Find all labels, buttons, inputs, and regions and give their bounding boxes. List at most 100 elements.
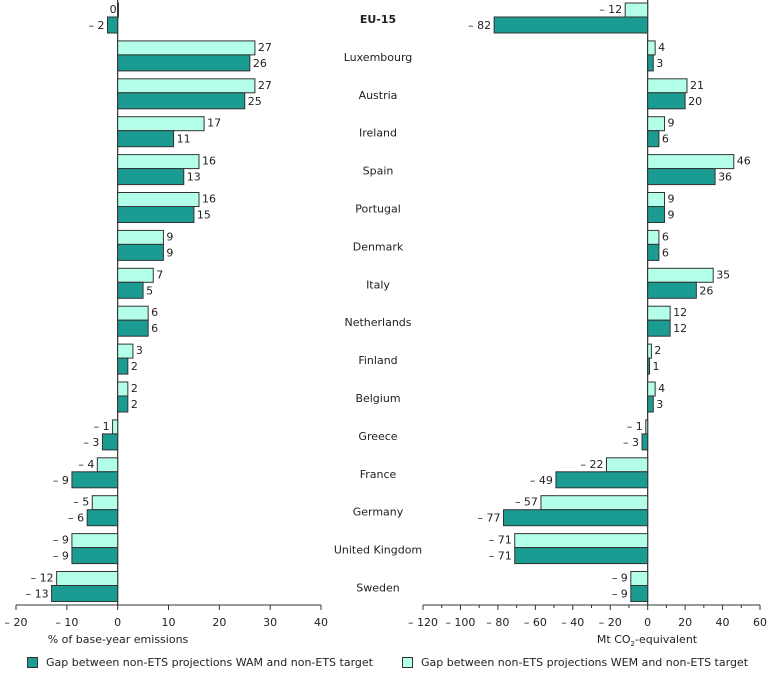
legend-item-wam: Gap between non-ETS projections WAM and … (27, 656, 373, 669)
bar-wam (117, 319, 149, 337)
category-label: Ireland (359, 127, 397, 140)
bar-wem (117, 40, 256, 56)
bar-wem (117, 229, 164, 245)
bar-wam-label: 1 (653, 360, 660, 373)
bar-wem-label: – 12 (31, 572, 54, 585)
bar-wem (56, 571, 119, 586)
bar-wam-label: 26 (699, 284, 713, 297)
bar-wem-label: 6 (662, 230, 669, 243)
bar-wam (101, 433, 119, 451)
category-label: Austria (359, 89, 398, 102)
bar-wem-label: 16 (202, 155, 216, 168)
bar-wem-label: – 4 (78, 458, 94, 471)
x-tick-label: 30 (263, 616, 277, 629)
bar-wam-label: 6 (662, 133, 669, 146)
category-label: Luxembourg (344, 51, 413, 64)
bar-wam (647, 243, 660, 261)
bar-wam-label: – 71 (489, 550, 512, 563)
bar-wam (71, 471, 119, 489)
bar-wem-label: 35 (716, 268, 730, 281)
bar-wem (647, 192, 666, 207)
bar-wam-label: – 49 (530, 474, 553, 487)
bar-wam-label: 2 (131, 398, 138, 411)
bar-wam-label: – 77 (478, 512, 501, 525)
category-label: Italy (366, 278, 390, 291)
bar-wam (117, 92, 246, 110)
bar-wem (647, 40, 656, 56)
bar-wem (117, 78, 256, 94)
bar-wam (117, 243, 164, 261)
bar-wam-label: 25 (248, 95, 262, 108)
bar-wem (91, 495, 119, 511)
x-tick-label: 20 (212, 616, 226, 629)
bar-wem (112, 419, 119, 435)
bar-wam (117, 54, 251, 72)
bar-wem-label: 2 (654, 344, 661, 357)
bar-wem (647, 267, 714, 283)
x-tick-label: – 120 (408, 616, 438, 629)
x-tick-label: – 60 (524, 616, 547, 629)
bar-wam (647, 281, 697, 299)
bar-wem (647, 381, 656, 397)
bar-wam (117, 281, 144, 299)
legend-swatch-wem (402, 657, 413, 668)
bar-wam-label: – 2 (89, 19, 105, 32)
bar-wam-label: 5 (146, 284, 153, 297)
legend-label-wam: Gap between non-ETS projections WAM and … (46, 656, 373, 669)
bar-wem-label: 4 (658, 41, 665, 54)
bar-wam (647, 319, 671, 337)
category-label: Portugal (355, 203, 401, 216)
legend-label-wem: Gap between non-ETS projections WEM and … (421, 656, 749, 669)
bar-wem-label: – 9 (612, 572, 628, 585)
bar-wem-label: 27 (258, 41, 272, 54)
bar-wam-label: – 82 (468, 19, 491, 32)
bar-wam-label: – 3 (83, 436, 99, 449)
bar-wem (647, 229, 660, 245)
bar-wam-label: – 9 (53, 550, 69, 563)
bar-wem-label: 2 (131, 382, 138, 395)
category-label: Spain (363, 165, 394, 178)
bar-wem (117, 343, 134, 359)
bar-wem (117, 381, 129, 397)
bar-wam (503, 509, 649, 527)
bar-wam (71, 547, 119, 565)
bar-wam (107, 16, 119, 34)
bar-wem (647, 305, 671, 321)
bar-wam-label: – 3 (623, 436, 639, 449)
bar-wem-label: 16 (202, 193, 216, 206)
bar-wem-label: – 22 (580, 458, 603, 471)
bar-wam (641, 433, 649, 451)
bar-wam-label: 26 (253, 57, 267, 70)
bar-wam (493, 16, 649, 34)
category-label: Germany (353, 506, 404, 519)
x-tick-label: – 100 (445, 616, 475, 629)
bar-wem (647, 78, 688, 94)
bar-wam (630, 585, 649, 602)
bar-wem-label: 9 (166, 230, 173, 243)
bar-wam-label: 6 (662, 246, 669, 259)
bar-wem-label: 9 (668, 193, 675, 206)
x-tick-label: – 20 (5, 616, 28, 629)
bar-wem-label: 21 (690, 79, 704, 92)
bar-wam-label: 20 (688, 95, 702, 108)
bar-wem-label: 27 (258, 79, 272, 92)
x-tick-label: – 80 (486, 616, 509, 629)
bar-wem-label: – 5 (73, 496, 89, 509)
bar-wem (117, 305, 149, 321)
category-label: Sweden (356, 582, 399, 595)
bar-wam (514, 547, 649, 565)
bar-wam-label: 9 (668, 209, 675, 222)
bar-wam-label: 11 (177, 133, 191, 146)
bar-wam-label: 3 (656, 57, 663, 70)
bar-wem-label: – 12 (599, 3, 622, 16)
bar-wem (645, 419, 649, 435)
bar-wem (514, 533, 649, 549)
bar-wam (555, 471, 649, 489)
right-axis-title-sub: 2 (631, 640, 635, 648)
bar-wam (647, 54, 654, 72)
bar-wem (117, 192, 200, 207)
bar-wam (647, 130, 660, 148)
bar-wem (117, 267, 154, 283)
bar-wem-label: – 1 (94, 420, 110, 433)
